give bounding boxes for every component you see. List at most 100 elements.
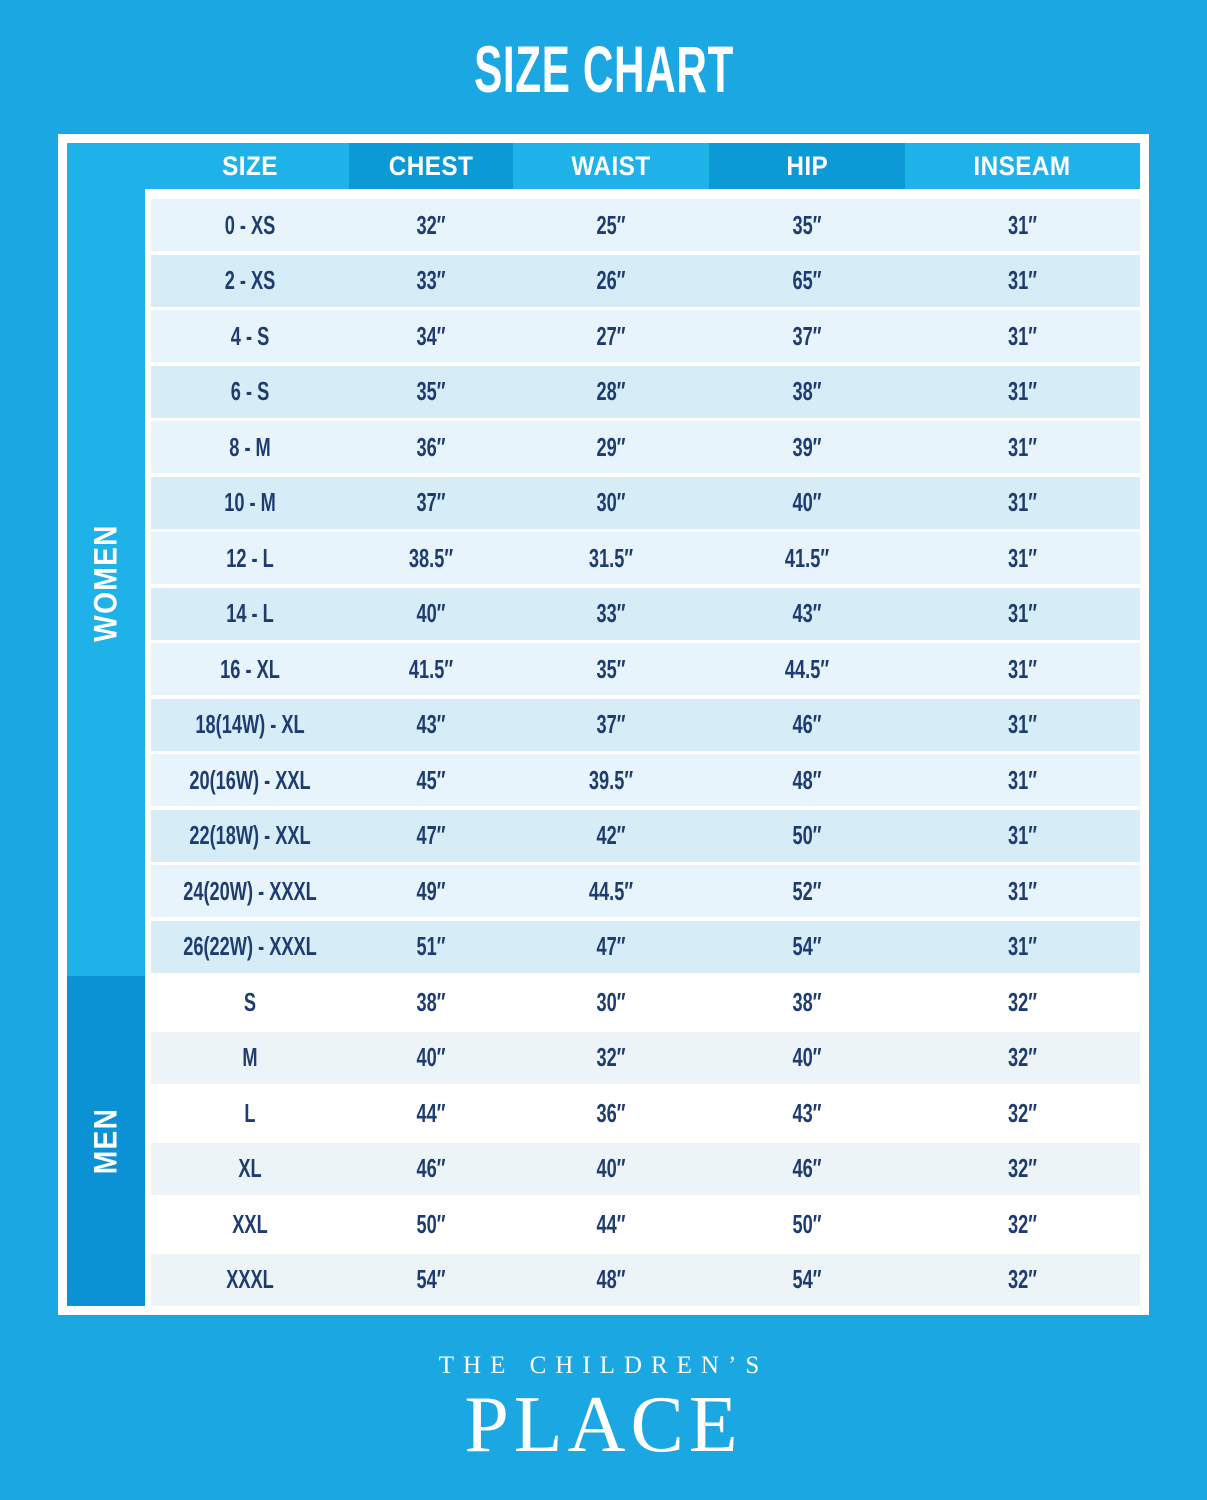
cell-hip: 43″ (792, 1097, 822, 1128)
cell-hip: 39″ (792, 431, 822, 462)
cell-hip: 52″ (792, 875, 822, 906)
cell-size: 16 - XL (220, 653, 280, 684)
cell-chest: 35″ (416, 376, 446, 406)
cell-inseam: 31″ (1008, 265, 1037, 295)
cell-hip: 54″ (792, 1264, 822, 1294)
table-row: 2 - XS 33″ 26″ 65″ 31″ (151, 254, 1140, 307)
cell-chest: 40″ (416, 598, 446, 628)
cell-waist: 25″ (596, 209, 626, 240)
cell-inseam: 31″ (1008, 931, 1037, 961)
cell-size: 24(20W) - XXXL (183, 875, 317, 906)
cell-size: 18(14W) - XL (195, 709, 305, 739)
column-header-chest-label: CHEST (388, 150, 474, 181)
cell-hip: 35″ (792, 209, 822, 240)
column-header-inseam: INSEAM (905, 143, 1140, 189)
table-row: XXXL 54″ 48″ 54″ 32″ (151, 1253, 1140, 1306)
column-header-waist: WAIST (513, 143, 709, 189)
table-row: M 40″ 32″ 40″ 32″ (151, 1031, 1140, 1084)
cell-waist: 30″ (596, 986, 626, 1017)
cell-size: 22(18W) - XXL (189, 820, 311, 850)
cell-waist: 44″ (596, 1208, 626, 1239)
cell-chest: 45″ (416, 764, 446, 795)
cell-size: 20(16W) - XXL (189, 764, 311, 795)
cell-waist: 36″ (596, 1097, 626, 1128)
cell-chest: 43″ (416, 709, 446, 739)
section-label-women: WOMEN (67, 189, 145, 976)
cell-inseam: 31″ (1008, 542, 1037, 573)
cell-waist: 42″ (596, 820, 626, 850)
cell-chest: 54″ (416, 1264, 446, 1294)
men-rows: S 38″ 30″ 38″ 32″ M 40″ 32″ 40″ 32″ L 44″ 36″ 43″ 32… (151, 976, 1140, 1306)
cell-waist: 44.5″ (588, 875, 634, 906)
table-row: 20(16W) - XXL 45″ 39.5″ 48″ 31″ (151, 754, 1140, 806)
brand-logo-line1: THE CHILDREN’S (438, 1352, 769, 1379)
cell-hip: 43″ (792, 598, 822, 628)
cell-hip: 44.5″ (784, 653, 830, 684)
header-gap (151, 189, 1140, 199)
column-header-waist-label: WAIST (571, 150, 651, 181)
cell-inseam: 32″ (1008, 1097, 1037, 1128)
cell-waist: 32″ (596, 1042, 626, 1072)
cell-hip: 38″ (792, 986, 822, 1017)
cell-hip: 41.5″ (784, 542, 830, 573)
section-sidebar: WOMEN MEN (67, 189, 145, 1306)
cell-waist: 37″ (596, 709, 626, 739)
cell-waist: 30″ (596, 487, 626, 517)
column-header-hip-label: HIP (786, 150, 828, 181)
cell-inseam: 32″ (1008, 1153, 1037, 1183)
section-label-men: MEN (67, 976, 145, 1306)
cell-chest: 40″ (416, 1042, 446, 1072)
table-row: 8 - M 36″ 29″ 39″ 31″ (151, 421, 1140, 473)
table-row: 22(18W) - XXL 47″ 42″ 50″ 31″ (151, 809, 1140, 862)
cell-hip: 50″ (792, 820, 822, 850)
brand-logo-line2: PLACE (464, 1381, 743, 1469)
cell-size: 10 - M (224, 487, 276, 517)
table-row: 6 - S 35″ 28″ 38″ 31″ (151, 365, 1140, 418)
cell-inseam: 31″ (1008, 320, 1037, 351)
cell-chest: 32″ (416, 209, 446, 240)
cell-waist: 33″ (596, 598, 626, 628)
cell-inseam: 31″ (1008, 376, 1037, 406)
cell-hip: 38″ (792, 376, 822, 406)
table-row: 14 - L 40″ 33″ 43″ 31″ (151, 587, 1140, 640)
cell-hip: 37″ (792, 320, 822, 351)
cell-size: 0 - XS (224, 209, 276, 240)
cell-size: XXL (232, 1208, 268, 1239)
cell-chest: 37″ (416, 487, 446, 517)
table-row: XXL 50″ 44″ 50″ 32″ (151, 1198, 1140, 1250)
column-header-hip: HIP (709, 143, 905, 189)
cell-hip: 48″ (792, 764, 822, 795)
cell-hip: 46″ (792, 1153, 822, 1183)
cell-chest: 47″ (416, 820, 446, 850)
size-chart-table: SIZE CHEST WAIST HIP INSEAM WOMEN MEN 0 … (58, 134, 1149, 1315)
cell-chest: 33″ (416, 265, 446, 295)
cell-inseam: 32″ (1008, 1208, 1037, 1239)
cell-chest: 44″ (416, 1097, 446, 1128)
cell-size: XL (238, 1153, 262, 1183)
cell-inseam: 31″ (1008, 431, 1037, 462)
cell-inseam: 31″ (1008, 764, 1037, 795)
cell-inseam: 31″ (1008, 653, 1037, 684)
cell-hip: 54″ (792, 931, 822, 961)
cell-inseam: 31″ (1008, 709, 1037, 739)
table-row: 0 - XS 32″ 25″ 35″ 31″ (151, 199, 1140, 251)
cell-inseam: 31″ (1008, 487, 1037, 517)
cell-size: 12 - L (226, 542, 274, 573)
cell-hip: 46″ (792, 709, 822, 739)
table-row: XL 46″ 40″ 46″ 32″ (151, 1142, 1140, 1195)
table-row: 16 - XL 41.5″ 35″ 44.5″ 31″ (151, 643, 1140, 695)
cell-size: 14 - L (226, 598, 274, 628)
cell-size: 26(22W) - XXXL (183, 931, 317, 961)
cell-size: XXXL (226, 1264, 274, 1294)
women-label-text: WOMEN (87, 523, 124, 642)
cell-waist: 47″ (596, 931, 626, 961)
cell-waist: 48″ (596, 1264, 626, 1294)
cell-waist: 27″ (596, 320, 626, 351)
page-title-text: SIZE CHART (473, 32, 734, 106)
column-header-chest: CHEST (349, 143, 513, 189)
cell-size: 8 - M (229, 431, 271, 462)
table-row: L 44″ 36″ 43″ 32″ (151, 1087, 1140, 1139)
cell-hip: 65″ (792, 265, 822, 295)
cell-hip: 40″ (792, 487, 822, 517)
cell-chest: 51″ (416, 931, 446, 961)
